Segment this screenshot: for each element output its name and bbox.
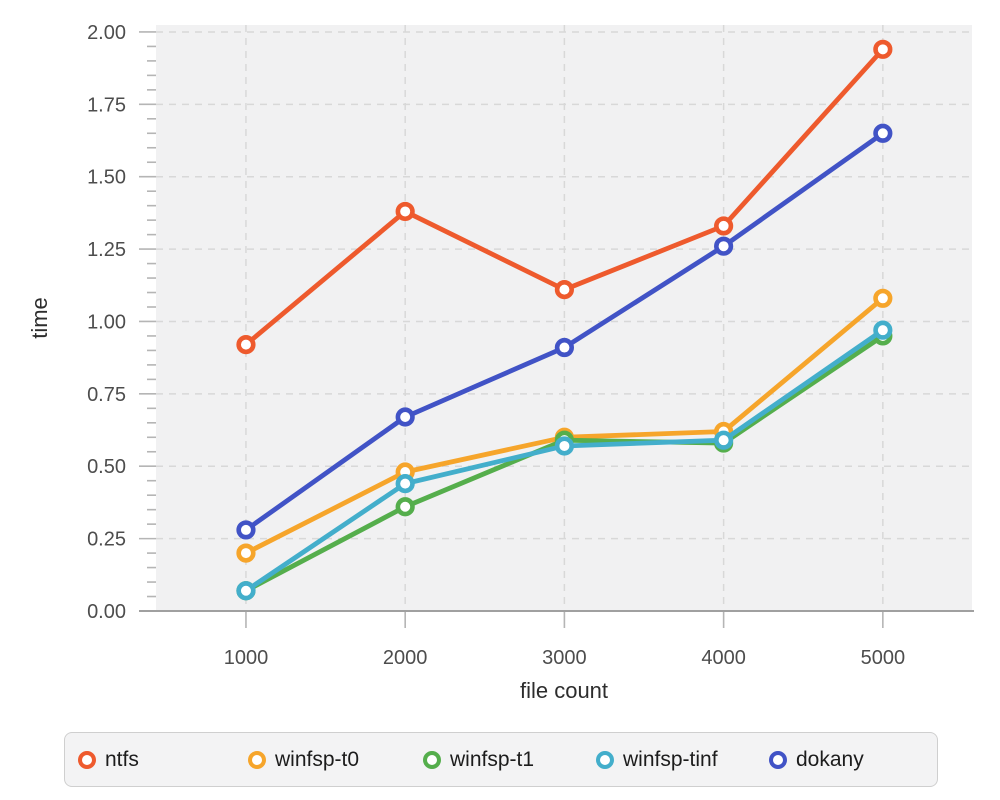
y-tick-label: 1.00 [87, 311, 126, 333]
data-point-marker [873, 320, 893, 340]
legend-item-dokany: dokany [769, 748, 864, 772]
legend-ring-icon [596, 750, 614, 769]
series-ntfs [236, 39, 893, 355]
y-tick-label: 0.25 [87, 529, 126, 551]
y-tick-label: 1.50 [87, 167, 126, 189]
data-point-marker [395, 407, 415, 427]
data-point-marker [873, 123, 893, 143]
data-point-marker [236, 335, 256, 355]
legend-item-ntfs: ntfs [78, 748, 248, 772]
data-series [236, 39, 893, 601]
y-tick-label: 1.25 [87, 239, 126, 261]
y-tick-label: 1.75 [87, 94, 126, 116]
legend-ring-icon [769, 750, 787, 769]
legend-ring-icon [248, 750, 266, 769]
legend-ring-icon [78, 750, 96, 769]
legend-item-winfsp-t0: winfsp-t0 [248, 748, 423, 772]
y-tick-label: 0.75 [87, 384, 126, 406]
legend-item-label: winfsp-t0 [275, 747, 360, 771]
y-tick-label: 2.00 [87, 22, 126, 44]
axis-labels: 0.00 0.25 0.50 0.75 1.00 1.25 1.50 1.75 2.00 1000… [87, 22, 905, 669]
x-axis-title: file count [520, 678, 608, 703]
data-point-marker [714, 430, 734, 450]
legend-item-label: dokany [796, 747, 864, 771]
x-tick-label: 3000 [542, 647, 587, 669]
series-dokany [236, 123, 893, 540]
x-tick-label: 2000 [383, 647, 428, 669]
data-point-marker [873, 288, 893, 308]
data-point-marker [714, 216, 734, 236]
legend-item-label: winfsp-t1 [450, 747, 535, 771]
data-point-marker [554, 436, 574, 456]
data-point-marker [236, 581, 256, 601]
y-tick-label: 0.00 [87, 601, 126, 623]
data-point-marker [236, 520, 256, 540]
series-winfsp-tinf [236, 320, 893, 601]
x-tick-label: 1000 [224, 647, 269, 669]
data-point-marker [554, 280, 574, 300]
legend-ring-icon [423, 750, 441, 769]
legend-item-label: ntfs [105, 747, 139, 771]
axis-ticks [139, 31, 974, 628]
legend-item-winfsp-tinf: winfsp-tinf [596, 748, 769, 772]
data-point-marker [395, 201, 415, 222]
chart-canvas: 0.00 0.25 0.50 0.75 1.00 1.25 1.50 1.75 2.00 1000… [27, 22, 974, 703]
data-point-marker [236, 543, 256, 563]
data-point-marker [714, 236, 734, 256]
legend-item-winfsp-t1: winfsp-t1 [423, 748, 596, 772]
legend-item-label: winfsp-tinf [623, 747, 718, 771]
data-point-marker [873, 39, 893, 59]
gridlines [156, 25, 972, 611]
data-point-marker [395, 474, 415, 494]
data-point-marker [395, 497, 415, 517]
chart-legend: ntfs winfsp-t0 winfsp-t1 winfsp-tinf dokany [64, 732, 938, 787]
x-tick-label: 4000 [701, 647, 746, 669]
y-axis-title: time [27, 297, 52, 339]
y-tick-label: 0.50 [87, 456, 126, 478]
x-tick-label: 5000 [861, 647, 906, 669]
data-point-marker [554, 337, 574, 358]
